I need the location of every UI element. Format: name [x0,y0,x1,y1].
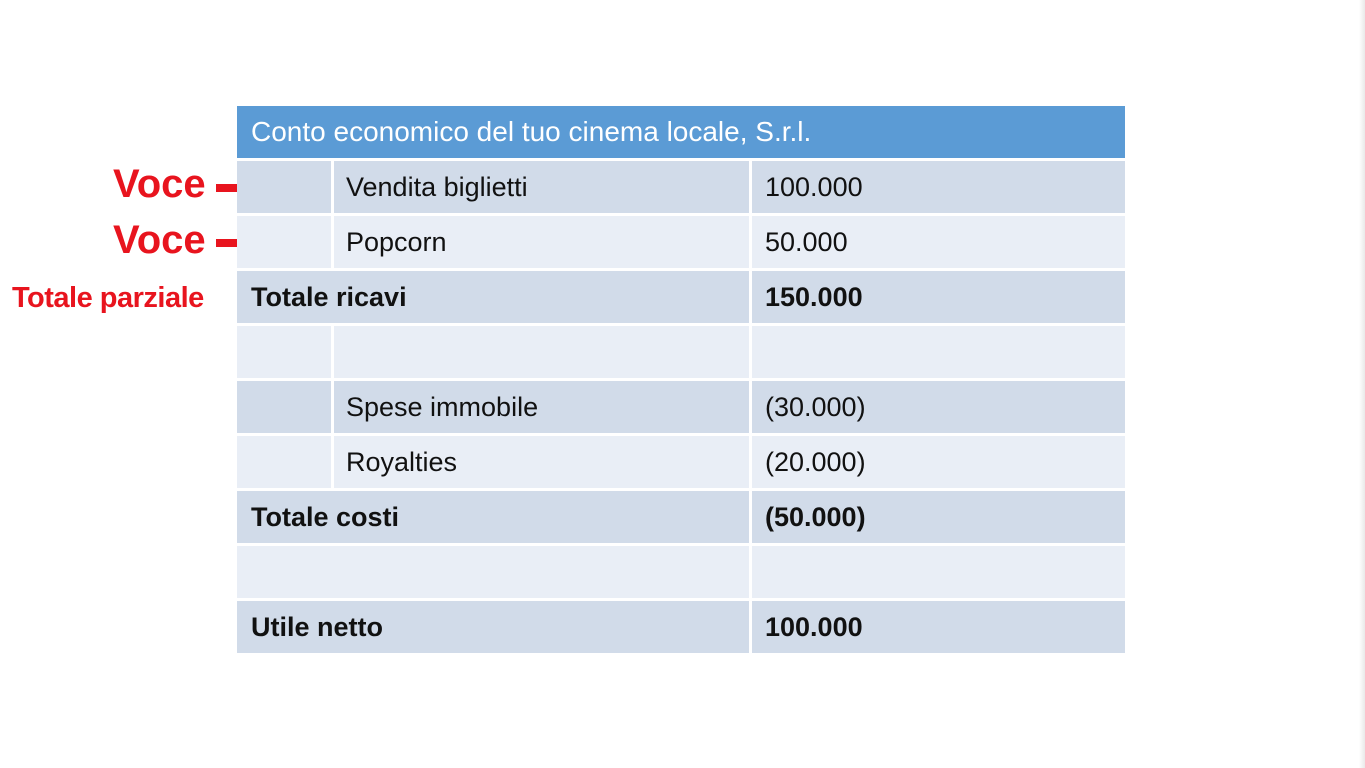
row-label: Totale costi [237,491,749,543]
row-value: 100.000 [752,161,1125,213]
slide-edge [1359,0,1365,768]
row-label: Utile netto [237,601,749,653]
table-row: Vendita biglietti 100.000 [237,161,1125,213]
row-value [752,546,1125,598]
row-label: Totale ricavi [237,271,749,323]
row-value: 50.000 [752,216,1125,268]
row-value: (50.000) [752,491,1125,543]
row-value: (30.000) [752,381,1125,433]
annotation-voce-2: Voce [113,218,206,262]
annotation-subtotal: Totale parziale [12,282,204,314]
table-row: Royalties (20.000) [237,436,1125,488]
row-label [334,326,749,378]
table-row-total: Utile netto 100.000 [237,601,1125,653]
table-row-empty [237,326,1125,378]
table-row: Popcorn 50.000 [237,216,1125,268]
indent-cell [237,436,331,488]
table-row-empty [237,546,1125,598]
row-value: 150.000 [752,271,1125,323]
row-label: Popcorn [334,216,749,268]
indent-cell [237,381,331,433]
annotation-voce-1: Voce [113,162,206,206]
indent-cell [237,326,331,378]
indent-cell [237,161,331,213]
row-value: (20.000) [752,436,1125,488]
row-label: Spese immobile [334,381,749,433]
income-statement-table: Conto economico del tuo cinema locale, S… [237,106,1125,653]
row-value [752,326,1125,378]
table-row-subtotal: Totale costi (50.000) [237,491,1125,543]
indent-cell [237,216,331,268]
table-row-subtotal: Totale ricavi 150.000 [237,271,1125,323]
row-value: 100.000 [752,601,1125,653]
row-label [237,546,749,598]
table-title: Conto economico del tuo cinema locale, S… [237,106,1125,158]
row-label: Royalties [334,436,749,488]
table-row: Spese immobile (30.000) [237,381,1125,433]
row-label: Vendita biglietti [334,161,749,213]
